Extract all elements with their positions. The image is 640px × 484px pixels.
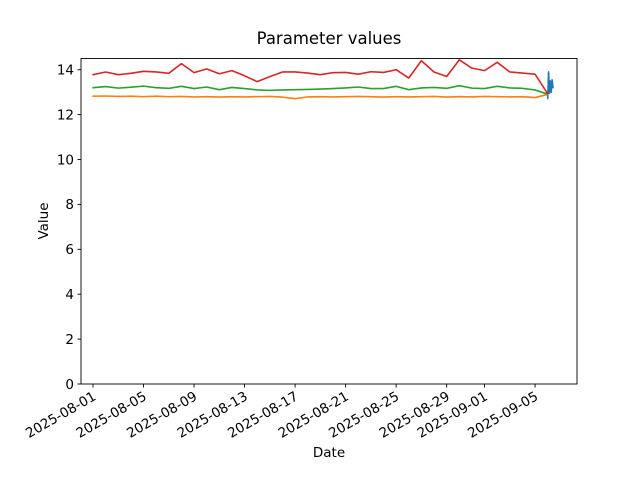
series-line-green	[92, 84, 549, 95]
y-tick-label: 14	[57, 63, 74, 79]
x-axis-label: Date	[312, 445, 346, 461]
y-tick-label: 12	[57, 107, 74, 123]
chart-title: Parameter values	[256, 29, 402, 48]
series-line-orange	[92, 93, 549, 100]
y-tick-label: 8	[65, 197, 74, 213]
y-tick-label: 2	[65, 332, 74, 348]
y-axis-label: Value	[36, 202, 52, 240]
y-tick-label: 4	[65, 287, 74, 303]
y-tick-label: 0	[65, 377, 74, 393]
plot-area-spines	[80, 58, 578, 385]
y-tick-label: 6	[65, 242, 74, 258]
series-line-blue	[546, 71, 554, 100]
series-line-red	[92, 59, 549, 95]
y-tick-label: 10	[57, 152, 74, 168]
